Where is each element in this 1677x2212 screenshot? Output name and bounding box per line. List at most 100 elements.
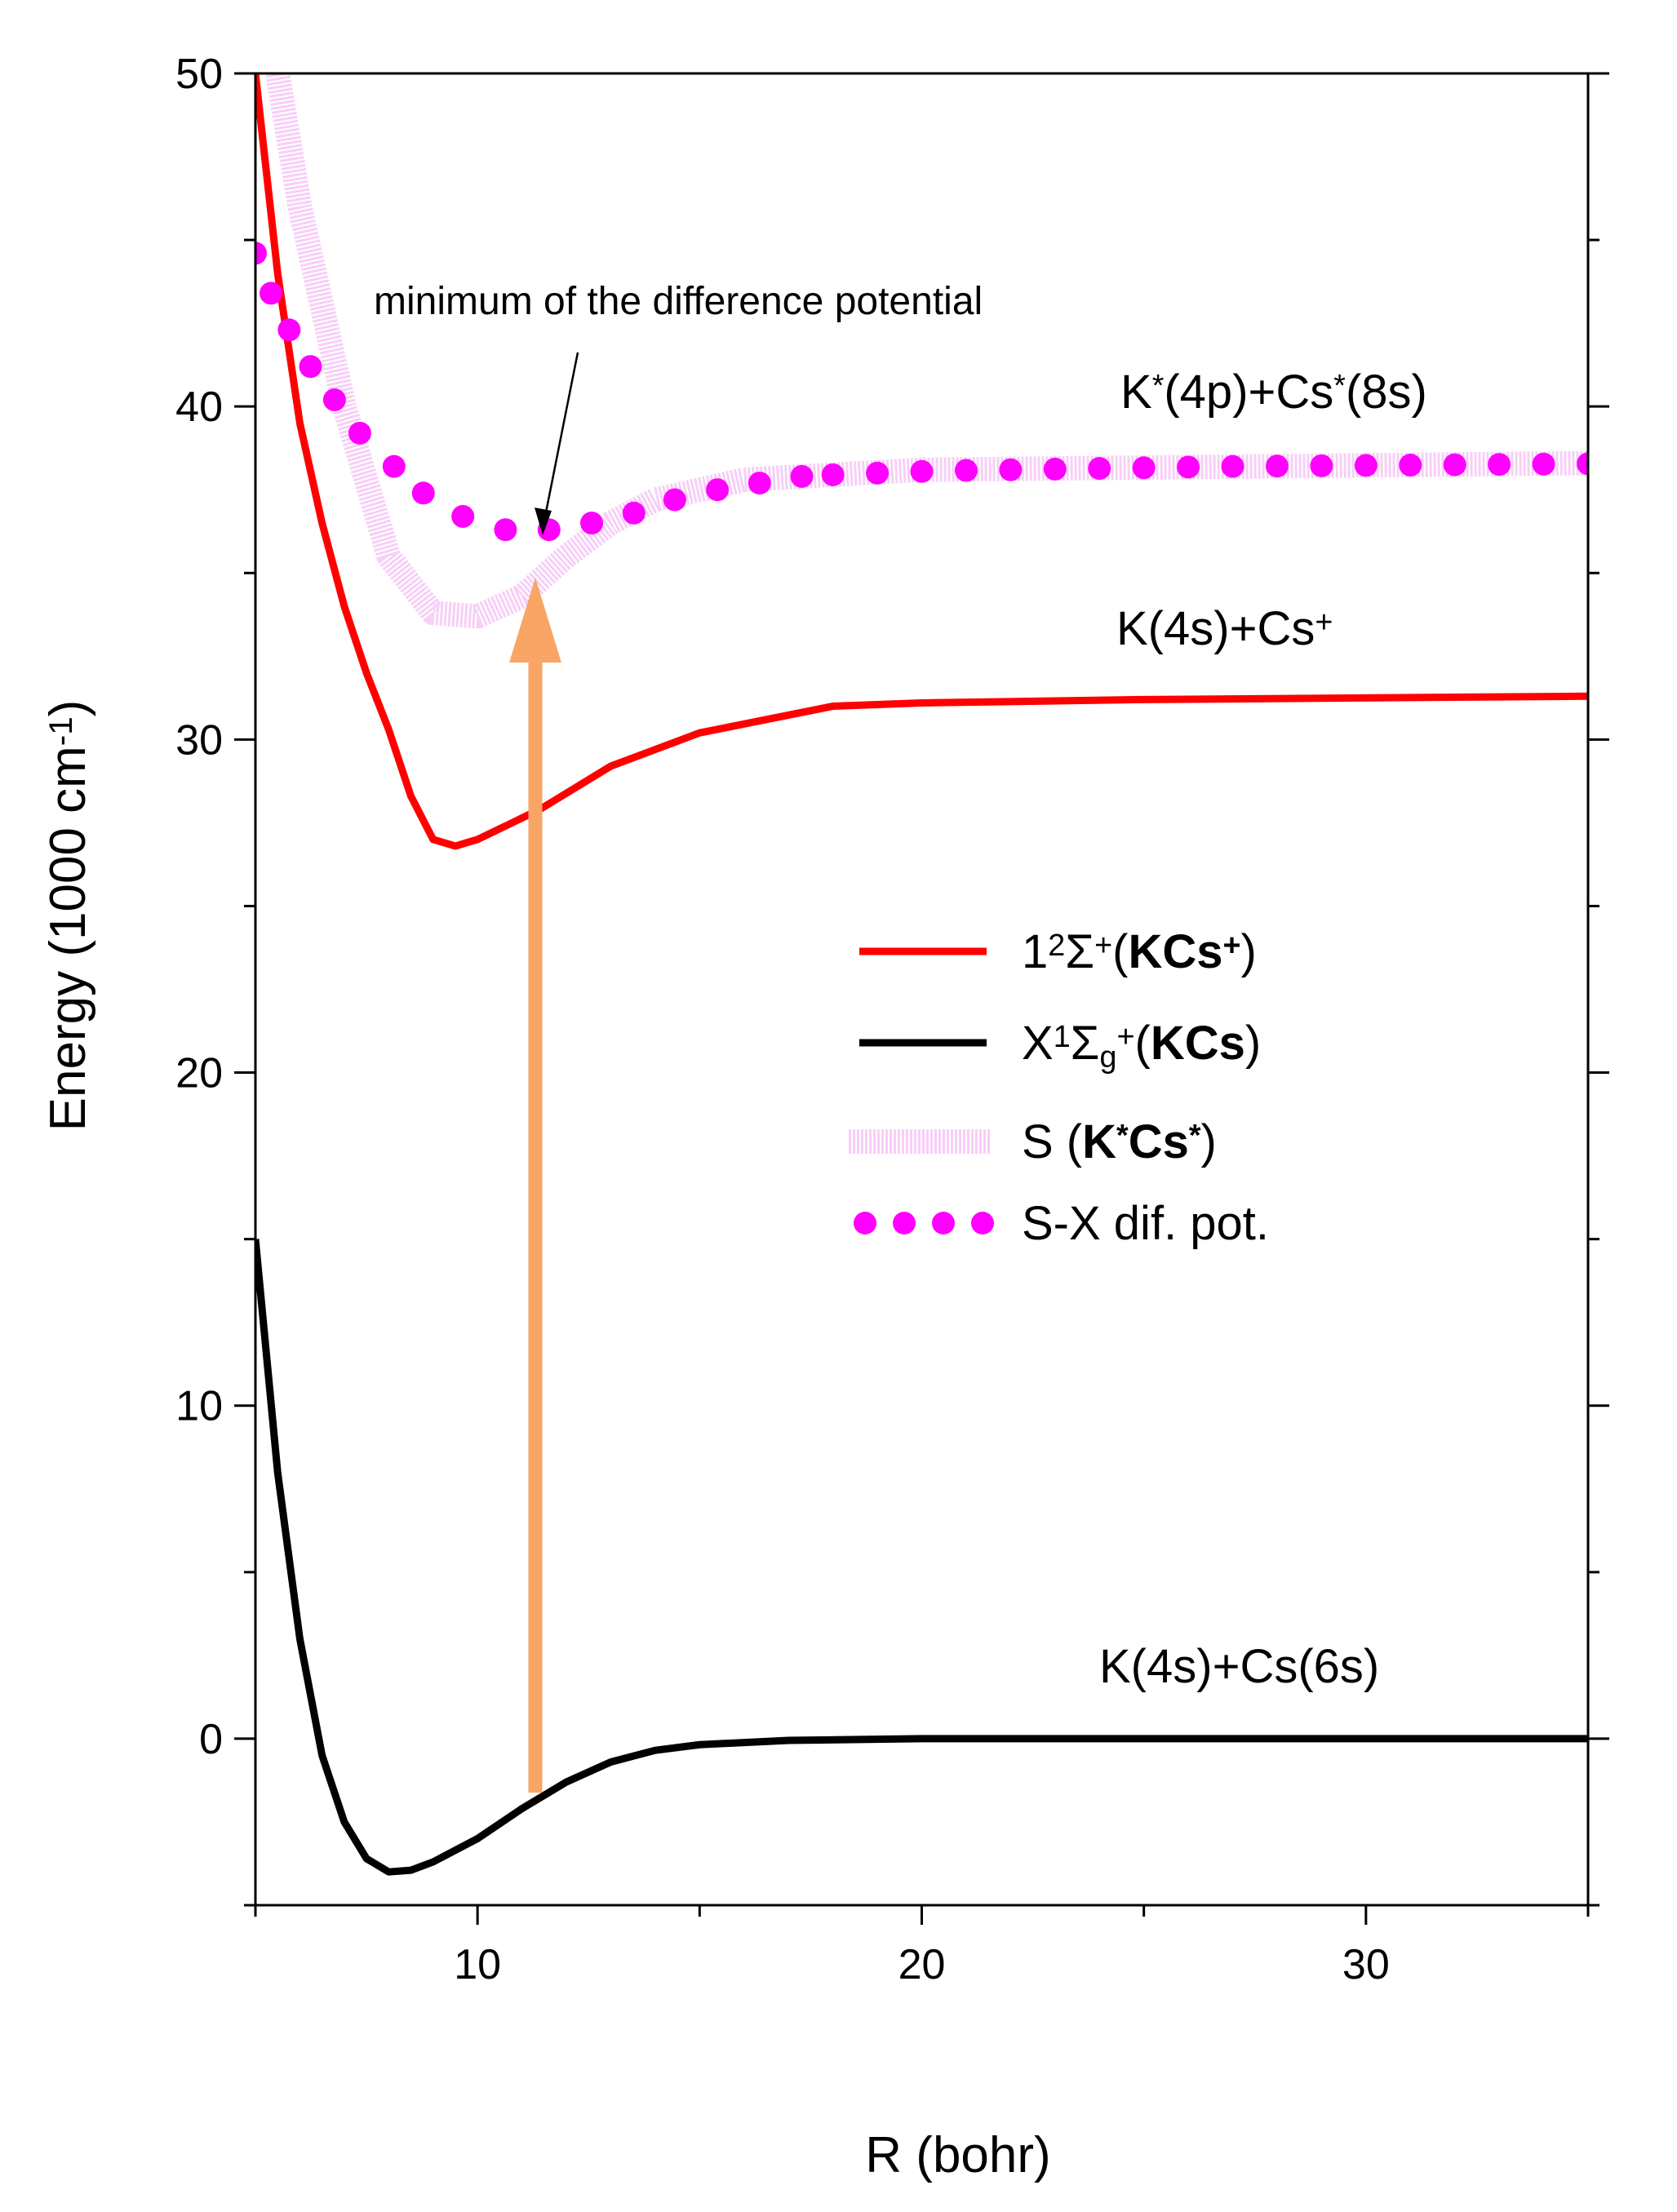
data-point	[1088, 457, 1111, 481]
annotation-arrow	[541, 352, 579, 530]
data-point	[255, 242, 267, 265]
data-point	[1221, 454, 1244, 478]
legend-marker	[893, 1212, 916, 1235]
legend-label-part: )	[1245, 1017, 1261, 1070]
data-point	[382, 454, 406, 478]
legend-marker	[971, 1212, 994, 1235]
legend-marker	[932, 1212, 955, 1235]
legend-label-part: Σ	[1071, 1017, 1100, 1070]
legend-label-part: KCs	[1151, 1017, 1245, 1070]
data-point	[260, 281, 283, 305]
annotation: K(4s)+Cs(6s)	[1099, 1640, 1379, 1693]
y-axis-label-part: )	[40, 700, 96, 717]
data-point	[821, 463, 845, 486]
annotation: K(4s)+Cs+	[1116, 602, 1333, 655]
data-point	[1310, 454, 1333, 477]
data-point	[277, 318, 301, 342]
data-point	[706, 478, 730, 502]
legend-label-part: )	[1201, 1115, 1217, 1168]
data-point	[910, 459, 934, 483]
annotation-part: *	[1333, 368, 1346, 402]
data-point	[322, 388, 346, 412]
y-tick-label: 20	[175, 1050, 223, 1097]
legend-label-part: g	[1100, 1040, 1117, 1074]
x-tick-label: 10	[454, 1941, 501, 1988]
legend-label-part: 1	[1054, 1019, 1071, 1053]
annotation-part: (8s)	[1346, 366, 1427, 419]
data-point	[348, 421, 371, 445]
legend-label-part: S-X dif. pot.	[1022, 1197, 1269, 1250]
x-axis-label-part: R (bohr)	[865, 2127, 1050, 2183]
legend-label: 12Σ+(KCs+)	[1022, 925, 1257, 978]
data-point	[451, 504, 475, 528]
annotation: minimum of the difference potential	[374, 280, 983, 323]
data-point	[866, 461, 890, 485]
legend-label-part: )	[1240, 925, 1256, 978]
legend-label: X1Σg+(KCs)	[1022, 1017, 1261, 1074]
series-line	[255, 73, 1588, 850]
data-point	[1532, 452, 1555, 476]
data-point	[999, 458, 1023, 481]
data-point	[580, 512, 604, 535]
data-point	[1043, 457, 1067, 481]
data-point	[1354, 454, 1378, 477]
y-tick-label: 30	[175, 716, 223, 764]
data-point	[1443, 453, 1466, 477]
legend-label-part: 2	[1048, 928, 1065, 962]
y-tick-label: 10	[175, 1383, 223, 1430]
x-tick-label: 30	[1342, 1941, 1390, 1988]
legend-label-part: K	[1082, 1115, 1116, 1168]
legend-label-part: Σ	[1065, 925, 1094, 978]
legend-label-part: *	[1116, 1118, 1129, 1152]
data-point	[748, 472, 771, 495]
x-tick-label: 20	[898, 1941, 946, 1988]
y-axis-label-part: Energy (1000 cm	[40, 746, 96, 1131]
legend-label-part: +	[1094, 928, 1112, 962]
annotation-part: (4p)+Cs	[1164, 366, 1333, 419]
y-tick-label: 50	[175, 51, 223, 98]
x-axis-label: R (bohr)	[865, 2127, 1050, 2183]
legend-label-part: +	[1222, 928, 1240, 962]
legend-marker	[854, 1212, 876, 1235]
annotation-part: K	[1120, 366, 1152, 419]
y-tick-label: 40	[175, 383, 223, 431]
legend-label-part: 1	[1022, 925, 1048, 978]
legend-label-part: (	[1112, 925, 1128, 978]
legend-label-part: *	[1189, 1118, 1201, 1152]
series-band	[265, 73, 1588, 629]
data-point	[1265, 454, 1289, 478]
annotation-part: minimum of the difference potential	[374, 280, 983, 323]
data-point	[411, 481, 435, 505]
data-point	[1132, 456, 1156, 480]
data-point	[1177, 455, 1200, 479]
legend-label-part: Cs	[1129, 1115, 1189, 1168]
annotation-part: K(4s)+Cs	[1116, 602, 1315, 655]
legend-label-part: (	[1135, 1017, 1151, 1070]
legend-label: S (K*Cs*)	[1022, 1115, 1217, 1168]
data-point	[494, 518, 517, 542]
annotation-arrowhead	[535, 508, 552, 535]
annotation-part: *	[1152, 368, 1165, 402]
annotation-part: K(4s)+Cs(6s)	[1099, 1640, 1379, 1693]
data-point	[663, 488, 686, 512]
legend-label: S-X dif. pot.	[1022, 1197, 1269, 1250]
annotation: K*(4p)+Cs*(8s)	[1120, 366, 1427, 419]
legend-label-part: KCs	[1128, 925, 1222, 978]
data-point	[622, 501, 646, 525]
data-point	[1488, 453, 1511, 477]
y-tick-label: 0	[199, 1716, 223, 1763]
legend-label-part: X	[1022, 1017, 1054, 1070]
legend-label-part: S (	[1022, 1115, 1082, 1168]
series-line	[255, 1239, 1588, 1876]
data-point	[790, 464, 814, 488]
transition-arrowhead	[509, 578, 561, 663]
plot-area	[255, 73, 1588, 1876]
data-point	[954, 459, 978, 482]
annotation-part: +	[1315, 605, 1333, 639]
y-axis-label: Energy (1000 cm-1)	[40, 700, 96, 1132]
legend-label-part: +	[1116, 1019, 1134, 1053]
data-point	[299, 355, 322, 379]
data-point	[1399, 454, 1422, 477]
